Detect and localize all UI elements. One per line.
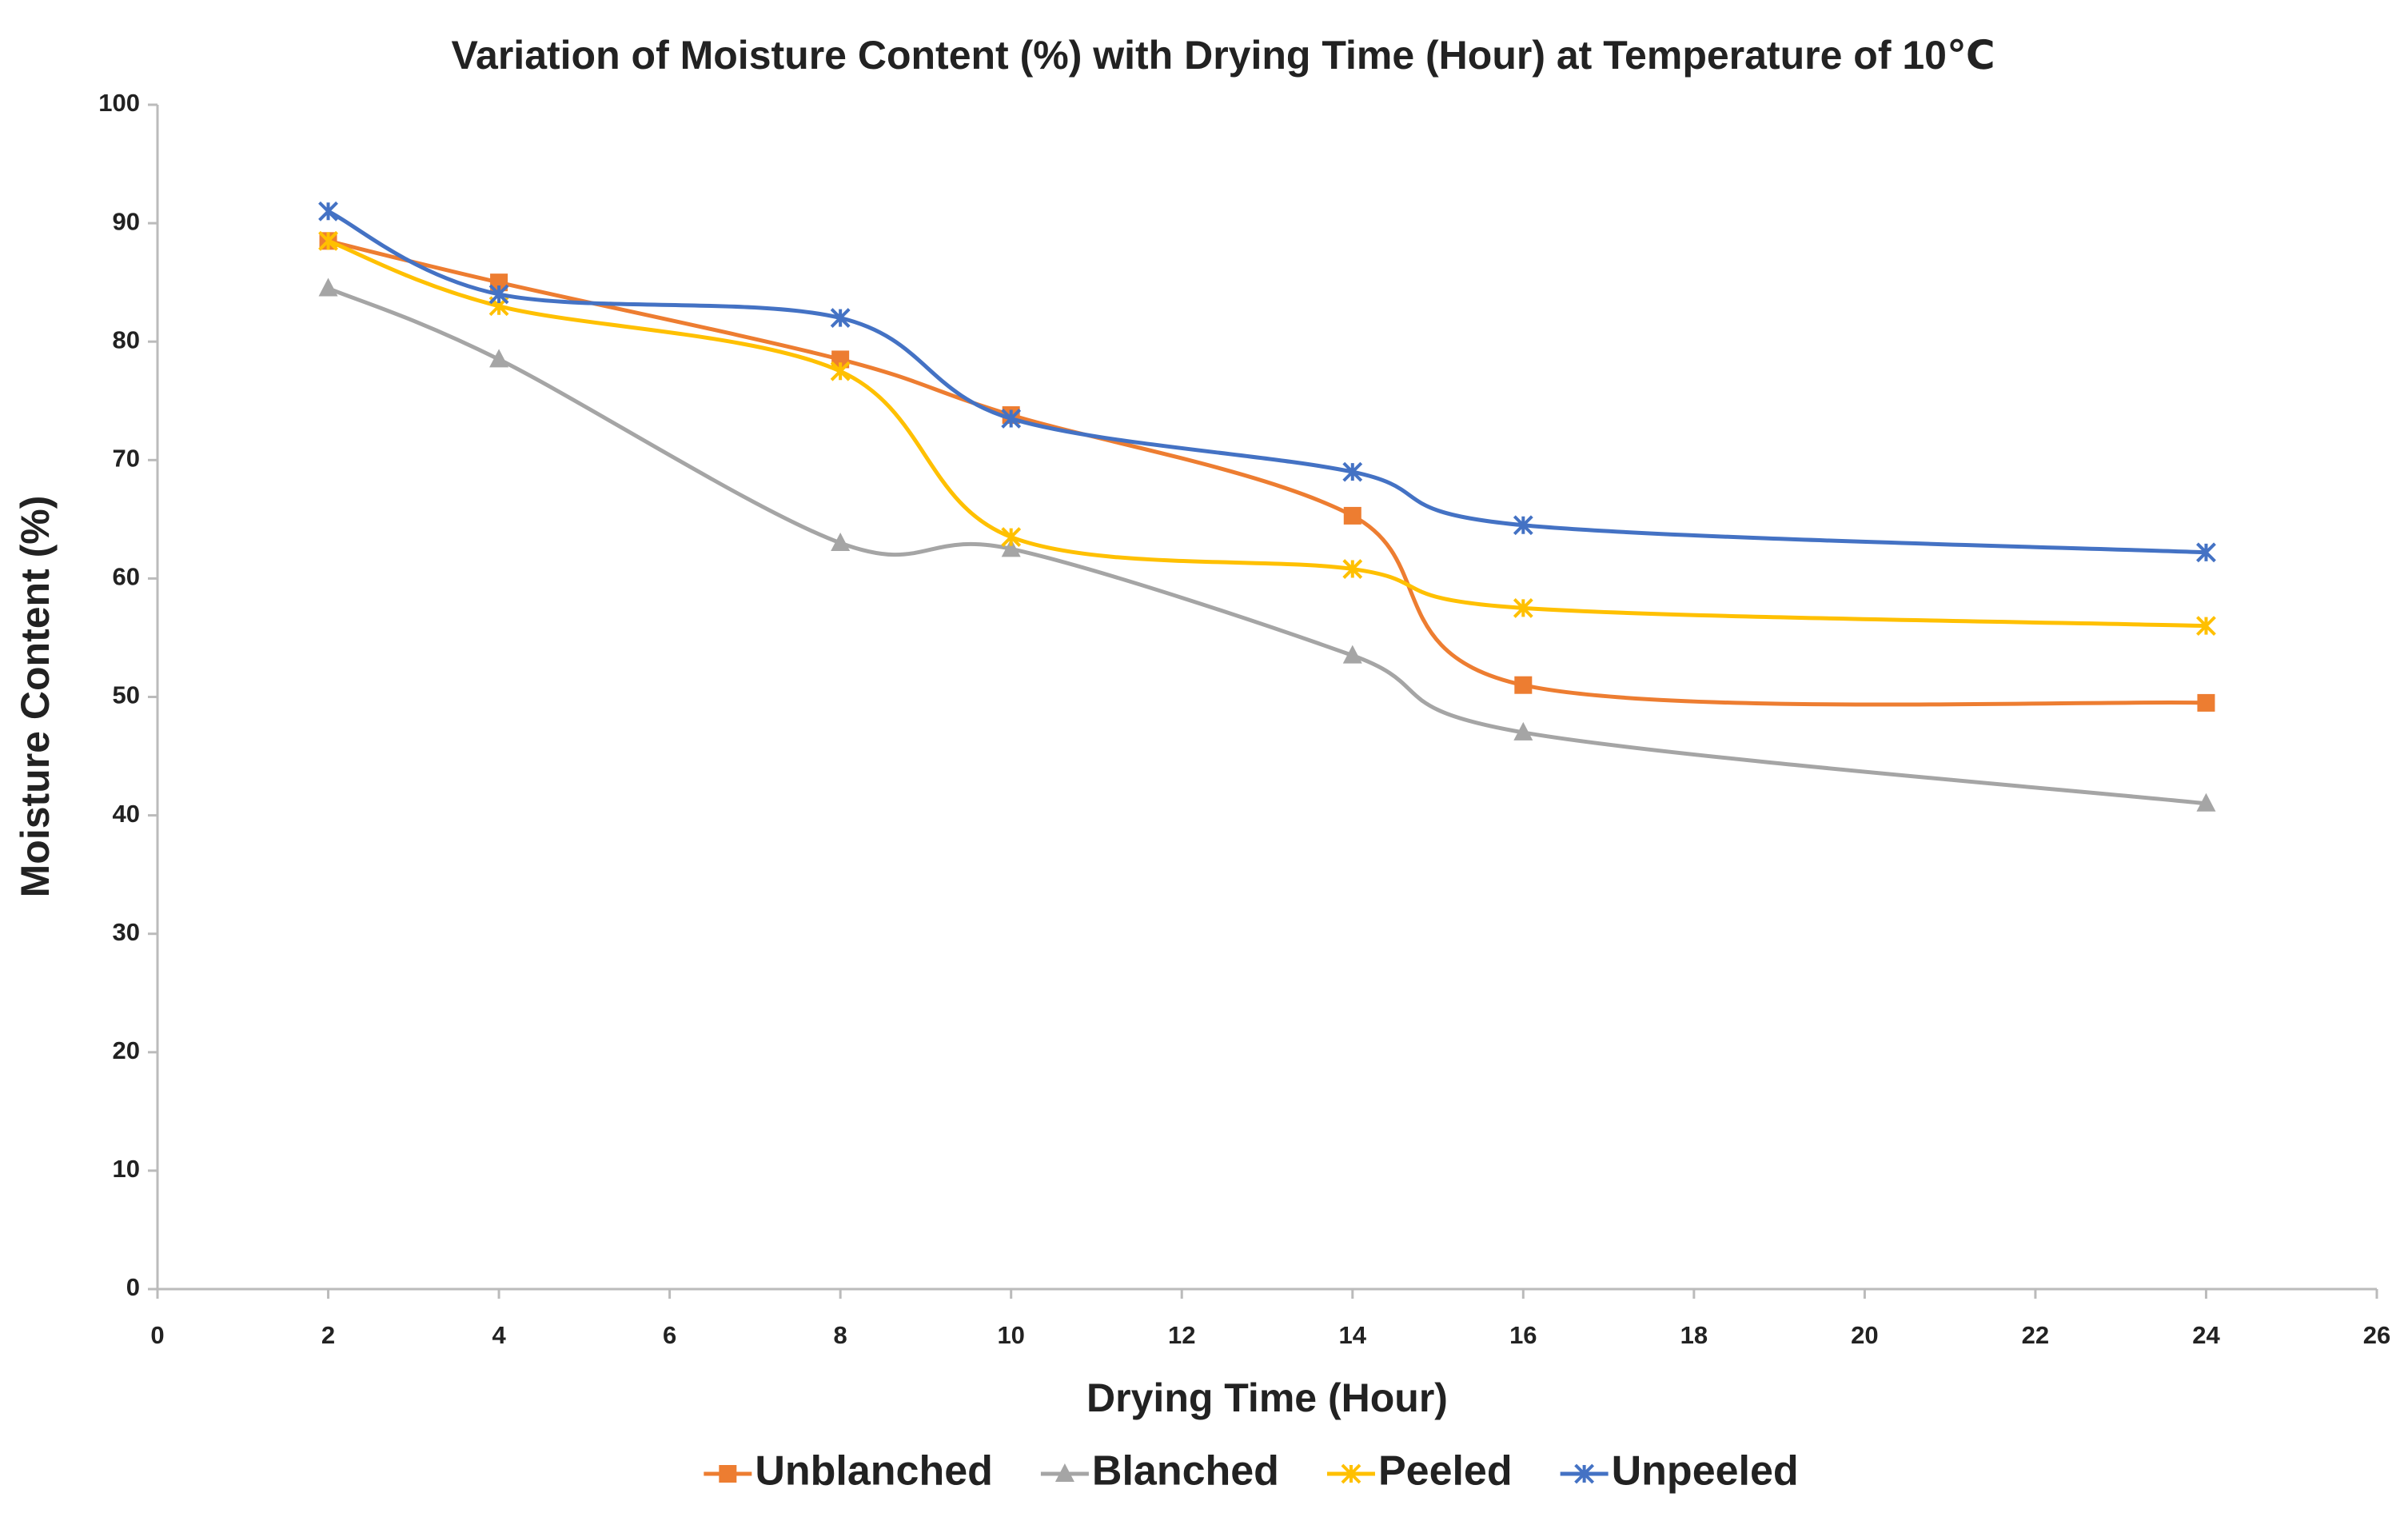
x-tick-label: 26 xyxy=(2363,1321,2390,1349)
x-tick-label: 0 xyxy=(150,1321,164,1349)
marker xyxy=(2196,792,2216,812)
marker xyxy=(1513,515,1533,536)
y-tick-label: 70 xyxy=(113,444,140,472)
y-tick-label: 30 xyxy=(113,918,140,946)
marker xyxy=(831,350,850,369)
series-line xyxy=(327,238,2207,629)
x-tick-label: 18 xyxy=(1680,1321,1708,1349)
marker xyxy=(1513,598,1533,618)
marker xyxy=(830,361,851,381)
x-tick-label: 6 xyxy=(663,1321,676,1349)
x-tick-label: 20 xyxy=(1851,1321,1878,1349)
x-tick-label: 16 xyxy=(1509,1321,1537,1349)
marker xyxy=(1341,1463,1361,1484)
x-tick-label: 2 xyxy=(321,1321,335,1349)
y-tick-label: 100 xyxy=(98,89,140,117)
y-tick-label: 20 xyxy=(113,1036,140,1064)
marker xyxy=(2196,542,2216,563)
series-line xyxy=(327,238,2207,707)
marker xyxy=(1513,721,1533,741)
legend-label: Blanched xyxy=(1092,1448,1279,1495)
x-tick-label: 10 xyxy=(997,1321,1024,1349)
legend-label: Unpeeled xyxy=(1612,1448,1799,1495)
series-line xyxy=(327,286,2207,806)
marker xyxy=(1514,676,1533,694)
y-tick-label: 60 xyxy=(113,563,140,591)
legend: Unblanched Blanched Peeled Unpeeled xyxy=(704,1448,1799,1495)
x-axis-title: Drying Time (Hour) xyxy=(1086,1375,1448,1420)
x-tick-label: 8 xyxy=(834,1321,847,1349)
y-tick-label: 50 xyxy=(113,681,140,709)
x-tick-label: 24 xyxy=(2192,1321,2220,1349)
marker xyxy=(490,273,508,292)
marker xyxy=(1342,559,1363,579)
y-tick-label: 0 xyxy=(126,1273,140,1301)
marker xyxy=(318,277,338,297)
marker xyxy=(318,230,338,251)
marker xyxy=(2196,616,2216,637)
marker xyxy=(1342,645,1362,664)
y-tick-label: 10 xyxy=(113,1155,140,1183)
marker xyxy=(318,201,338,222)
marker xyxy=(831,532,851,551)
x-tick-label: 14 xyxy=(1339,1321,1367,1349)
marker xyxy=(719,1465,737,1483)
chart-title: Variation of Moisture Content (%) with D… xyxy=(451,33,1995,78)
y-axis-title: Moisture Content (%) xyxy=(13,496,58,898)
y-tick-label: 80 xyxy=(113,325,140,353)
x-tick-label: 12 xyxy=(1168,1321,1195,1349)
x-tick-label: 4 xyxy=(492,1321,506,1349)
y-tick-label: 40 xyxy=(113,800,140,828)
series-line xyxy=(327,210,2207,555)
x-tick-label: 22 xyxy=(2022,1321,2049,1349)
marker xyxy=(489,349,509,368)
marker xyxy=(830,308,851,328)
marker xyxy=(1054,1463,1074,1482)
marker xyxy=(1001,409,1022,429)
legend-label: Unblanched xyxy=(755,1448,993,1495)
marker xyxy=(1574,1463,1595,1484)
y-tick-label: 90 xyxy=(113,207,140,235)
legend-label: Peeled xyxy=(1378,1448,1513,1495)
marker xyxy=(1342,461,1363,482)
marker xyxy=(1001,538,1021,557)
marker xyxy=(488,284,509,305)
marker xyxy=(2197,693,2215,712)
marker xyxy=(1343,506,1361,525)
marker xyxy=(1001,527,1022,547)
